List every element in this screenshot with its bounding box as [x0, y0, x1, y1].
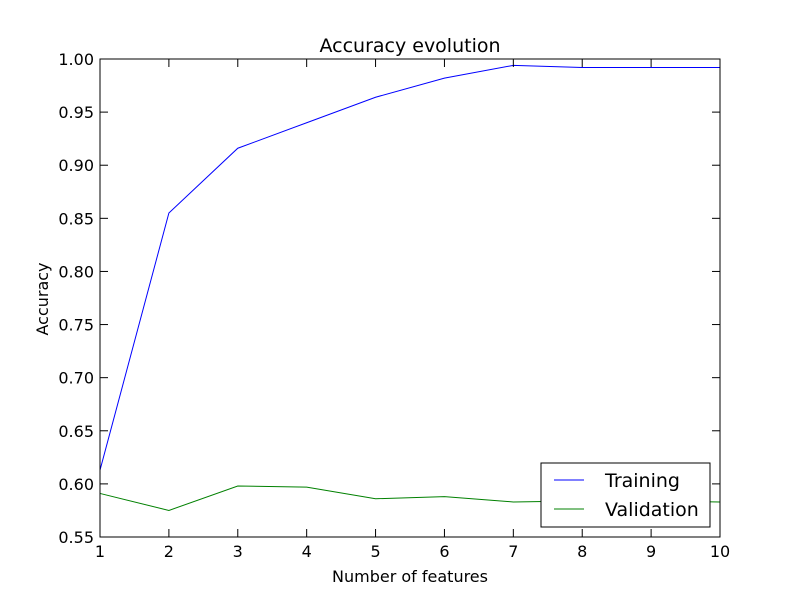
y-tick-label: 1.00: [58, 50, 94, 69]
ticks-layer: 1 2 3 4 5 6 7 8 9 10 0.55 0.60 0.65 0.70 0.75 0.80 0.85 0…: [58, 50, 730, 561]
y-tick-label: 0.85: [58, 209, 94, 228]
x-tick-label: 7: [508, 542, 518, 561]
y-axis-title: Accuracy: [33, 262, 52, 335]
x-tick-label: 10: [710, 542, 730, 561]
legend: Training Validation: [540, 462, 711, 528]
chart-title: Accuracy evolution: [319, 35, 500, 57]
x-axis-title: Number of features: [332, 567, 488, 586]
plot-frame: [99, 58, 721, 538]
legend-box: [540, 462, 711, 528]
x-tick-label: 8: [577, 542, 587, 561]
x-tick-label: 9: [646, 542, 656, 561]
series-layer: [99, 64, 721, 511]
x-tick-label: 1: [95, 542, 105, 561]
y-tick-label: 0.60: [58, 475, 94, 494]
y-tick-label: 0.70: [58, 369, 94, 388]
legend-label-validation: Validation: [605, 499, 699, 521]
y-tick-label: 0.95: [58, 103, 94, 122]
x-tick-label: 6: [439, 542, 449, 561]
legend-label-training: Training: [604, 470, 680, 492]
y-tick-label: 0.55: [58, 528, 94, 547]
series-line-training: [99, 64, 720, 471]
y-tick-label: 0.90: [58, 156, 94, 175]
y-tick-label: 0.65: [58, 422, 94, 441]
x-tick-label: 5: [370, 542, 380, 561]
x-tick-label: 4: [302, 542, 312, 561]
x-tick-label: 3: [233, 542, 243, 561]
y-tick-label: 0.75: [58, 316, 94, 335]
y-tick-label: 0.80: [58, 262, 94, 281]
x-tick-label: 2: [164, 542, 174, 561]
